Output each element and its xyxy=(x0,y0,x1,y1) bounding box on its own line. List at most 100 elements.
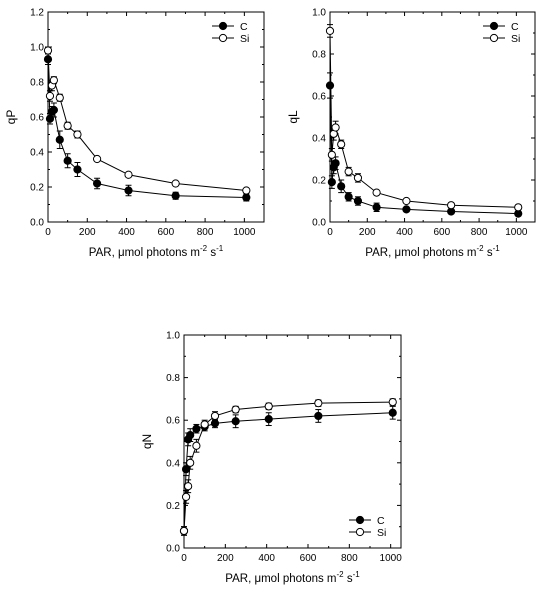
x-axis-label-exp: -2 xyxy=(337,570,345,579)
series-line xyxy=(329,85,519,215)
y-tick-label: 0.6 xyxy=(30,113,44,124)
y-tick-label: 0.4 xyxy=(30,148,44,159)
chart-qP: 0.0 0.2 0.4 0.6 0.8 1.0 1.2 0 200 400 600 800 1000 qP… xyxy=(4,8,265,259)
y-tick-label: 0.2 xyxy=(30,183,44,194)
data-point xyxy=(63,156,72,165)
data-point xyxy=(55,135,64,144)
plot-frame xyxy=(183,334,402,549)
x-axis-label-mid: s xyxy=(484,247,493,259)
x-tick-label: 800 xyxy=(471,227,488,238)
legend-marker xyxy=(489,21,499,31)
x-axis-label: PAR, μmol photons m-2 s-1 xyxy=(225,570,360,585)
data-point xyxy=(514,203,523,212)
data-point xyxy=(353,196,363,206)
data-point xyxy=(388,397,397,407)
y-tick-label: 1.0 xyxy=(166,331,180,342)
plot-frame xyxy=(47,11,265,223)
data-point xyxy=(43,46,53,55)
data-point xyxy=(200,420,209,429)
x-tick-label: 1000 xyxy=(505,227,528,238)
y-tick-label: 1.0 xyxy=(30,43,44,54)
x-axis-label-mid: s xyxy=(207,247,216,259)
y-tick-label: 0.2 xyxy=(166,501,180,512)
series-c xyxy=(325,72,523,218)
y-tick-label: 0.6 xyxy=(166,416,180,427)
data-point xyxy=(55,93,64,102)
data-point xyxy=(73,130,82,139)
data-point xyxy=(49,105,58,115)
series-si xyxy=(325,24,523,212)
x-tick-label: 800 xyxy=(197,227,214,238)
data-point xyxy=(192,424,201,433)
data-point xyxy=(388,408,397,417)
legend-label: Si xyxy=(240,33,249,45)
y-tick-label: 1.2 xyxy=(30,8,44,19)
x-tick-label: 600 xyxy=(157,227,174,238)
data-point xyxy=(210,419,220,428)
data-point xyxy=(45,114,55,123)
x-axis-label: PAR, μmol photons m-2 s-1 xyxy=(365,244,500,259)
x-tick-label: 600 xyxy=(300,553,317,564)
x-tick-label: 1000 xyxy=(380,553,403,564)
legend-label: Si xyxy=(377,527,386,539)
x-axis-label-exp: -1 xyxy=(216,244,224,253)
data-point xyxy=(186,431,195,440)
data-point xyxy=(325,81,335,90)
y-tick-label: 0.0 xyxy=(30,218,44,229)
plot-frame xyxy=(329,11,536,223)
data-point xyxy=(353,173,363,182)
x-tick-label: 0 xyxy=(327,227,333,238)
x-tick-label: 400 xyxy=(396,227,413,238)
data-point xyxy=(242,186,251,195)
data-point xyxy=(372,203,381,212)
data-point xyxy=(181,492,191,501)
y-tick-label: 0.2 xyxy=(312,176,326,187)
data-point xyxy=(231,417,240,426)
x-tick-label: 400 xyxy=(118,227,135,238)
data-point xyxy=(331,123,340,132)
y-tick-label: 0.4 xyxy=(312,134,326,145)
x-tick-label: 400 xyxy=(258,553,275,564)
data-point xyxy=(179,526,189,536)
data-point xyxy=(210,411,220,421)
data-point xyxy=(171,191,180,200)
legend-marker xyxy=(355,527,365,537)
legend-marker xyxy=(218,33,228,43)
data-point xyxy=(186,458,195,467)
y-tick-label: 0.4 xyxy=(166,458,180,469)
y-tick-label: 0.8 xyxy=(30,78,44,89)
chart-qN: 0.0 0.2 0.4 0.6 0.8 1.0 0 200 400 600 800 1000 qN PAR… xyxy=(140,331,402,586)
data-point xyxy=(314,411,323,421)
x-axis-label-main: PAR, μmol photons m xyxy=(89,247,200,259)
data-point xyxy=(327,178,336,187)
x-axis-label: PAR, μmol photons m-2 s-1 xyxy=(89,244,224,259)
data-point xyxy=(63,121,72,130)
legend-label: C xyxy=(240,21,248,33)
y-tick-label: 0.6 xyxy=(312,92,326,103)
y-tick-label: 0.8 xyxy=(312,50,326,61)
data-point xyxy=(402,205,411,214)
y-axis-label: qP xyxy=(4,110,18,125)
x-tick-label: 1000 xyxy=(233,227,256,238)
x-tick-label: 200 xyxy=(79,227,96,238)
x-axis-label-exp: -2 xyxy=(477,244,485,253)
data-point xyxy=(171,179,180,188)
data-point xyxy=(49,76,58,85)
chart-qL: 0.0 0.2 0.4 0.6 0.8 1.0 0 200 400 600 800 1000 qL PAR… xyxy=(286,8,536,259)
data-point xyxy=(124,186,133,195)
series-c xyxy=(43,53,251,202)
data-point xyxy=(344,167,353,176)
data-point xyxy=(231,405,240,414)
x-tick-label: 0 xyxy=(45,227,51,238)
data-point xyxy=(73,165,82,174)
y-axis-label: qL xyxy=(286,110,300,124)
legend-label: C xyxy=(511,21,519,33)
series-si xyxy=(179,397,397,536)
data-point xyxy=(264,415,273,424)
data-point xyxy=(325,26,335,35)
data-point xyxy=(327,150,336,159)
x-axis-label-exp: -1 xyxy=(353,570,361,579)
legend-marker xyxy=(218,21,228,31)
data-point xyxy=(314,399,323,408)
